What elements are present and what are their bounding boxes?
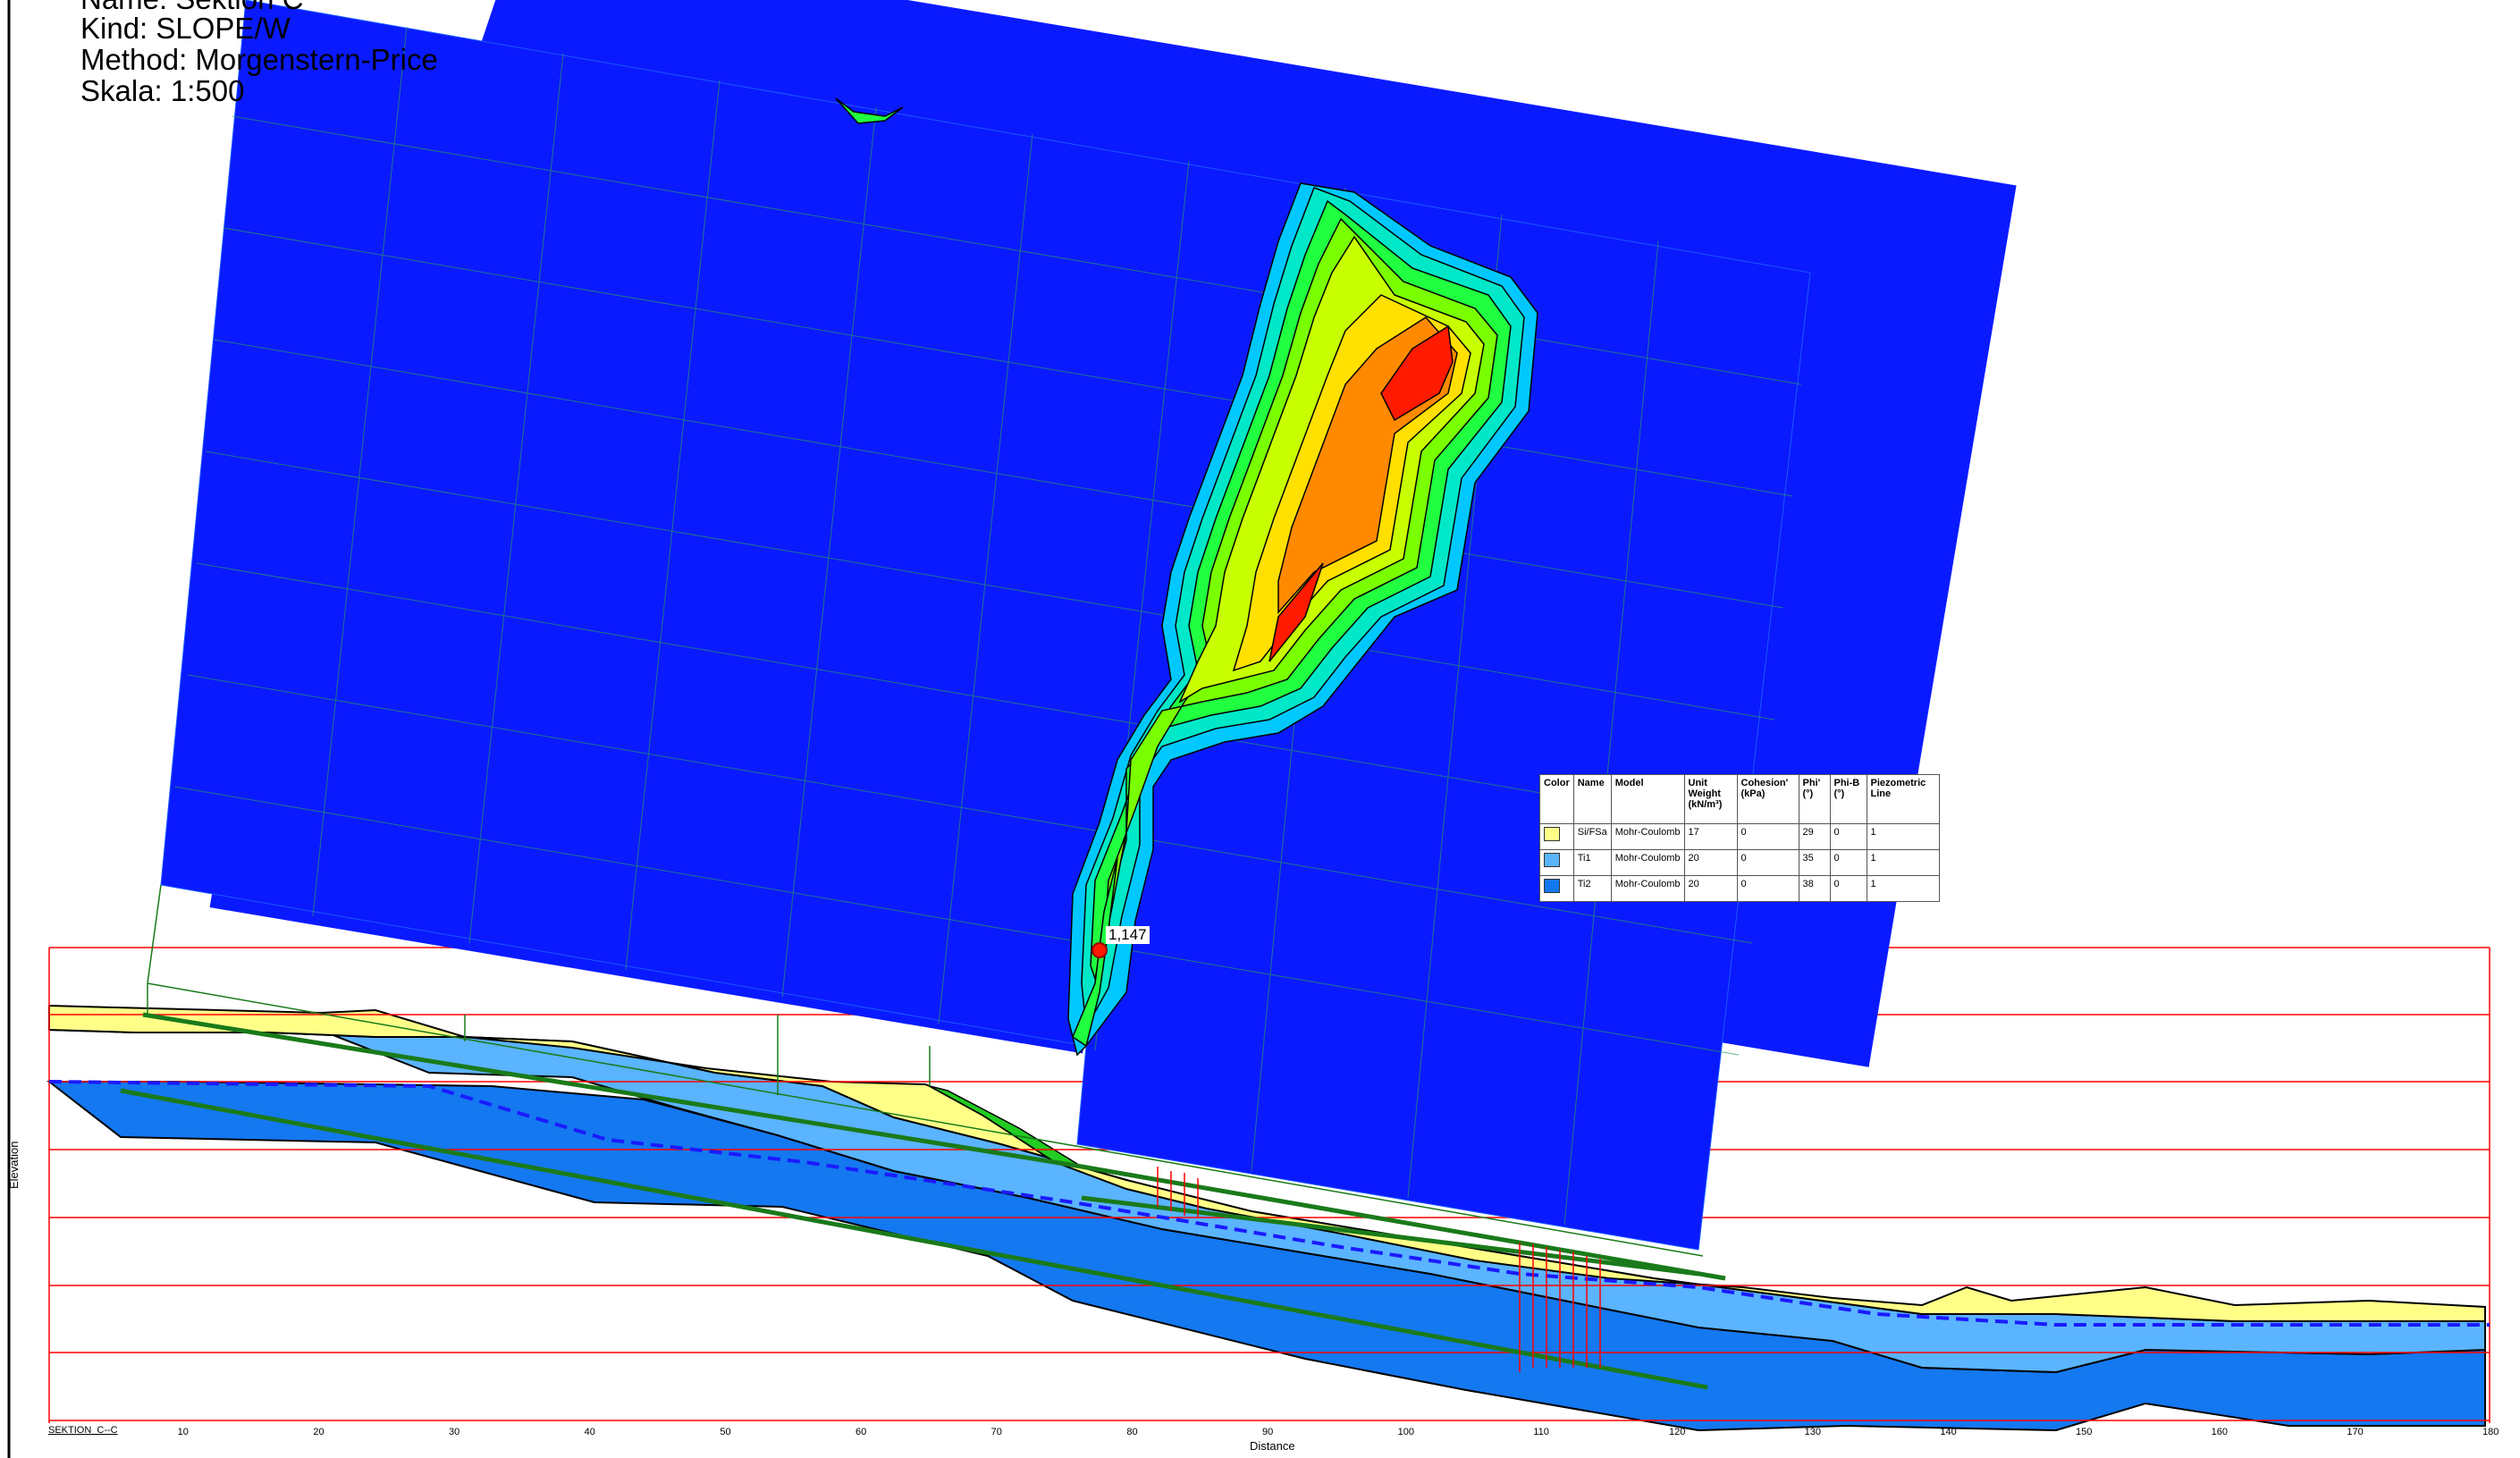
x-tick-label: 10: [177, 1427, 189, 1437]
legend-header-model: Model: [1610, 774, 1685, 824]
layer-si-fsa-upper: [48, 1004, 2486, 1322]
legend-cell-model: Mohr-Coulomb: [1610, 823, 1685, 850]
x-tick-label: 50: [720, 1427, 731, 1437]
legend-cell-phi: 38: [1798, 875, 1831, 902]
legend-header-name: Name: [1572, 774, 1612, 824]
fos-gridlines: [173, 26, 1802, 1226]
header-scale: Skala: 1:500: [80, 74, 245, 107]
critical-slip-center: [1091, 942, 1108, 958]
x-tick-label: 90: [1262, 1427, 1274, 1437]
legend-header-cohesion: Cohesion' (kPa): [1736, 774, 1799, 824]
factor-of-safety-label: 1,147: [1106, 926, 1150, 944]
legend-header-phi-b: Phi-B (°): [1829, 774, 1867, 824]
header-kind: Kind: SLOPE/W: [80, 12, 291, 45]
x-tick-label: 160: [2211, 1427, 2229, 1437]
legend-header-color: Color: [1539, 774, 1574, 824]
radius-lines: [147, 884, 1704, 1257]
material-legend: Color Name Model Unit Weight (kN/m³) Coh…: [1539, 774, 1940, 902]
legend-cell-phi-b: 0: [1829, 823, 1867, 850]
legend-cell-name: Ti1: [1572, 849, 1612, 876]
x-tick-label: 120: [1669, 1427, 1686, 1437]
legend-cell-name: Ti2: [1572, 875, 1612, 902]
legend-cell-piezo: 1: [1866, 849, 1940, 876]
legend-swatch-cell: [1539, 849, 1574, 876]
legend-cell-phi-b: 0: [1829, 875, 1867, 902]
legend-cell-cohesion: 0: [1736, 849, 1799, 876]
x-tick-label: 80: [1126, 1427, 1138, 1437]
x-tick-label: 100: [1397, 1427, 1415, 1437]
legend-header-unit-weight: Unit Weight (kN/m³): [1683, 774, 1738, 824]
legend-swatch: [1544, 827, 1560, 841]
legend-cell-phi: 35: [1798, 849, 1831, 876]
legend-cell-piezo: 1: [1866, 823, 1940, 850]
legend-swatch-cell: [1539, 875, 1574, 902]
legend-cell-unit-weight: 20: [1683, 849, 1738, 876]
legend-row: Ti2 Mohr-Coulomb 20 0 38 0 1: [1539, 875, 1940, 902]
x-tick-label: 70: [990, 1427, 1002, 1437]
legend-swatch-cell: [1539, 823, 1574, 850]
x-tick-label: 110: [1533, 1427, 1549, 1437]
x-tick-label: 60: [855, 1427, 867, 1437]
x-tick-label: 140: [1940, 1427, 1957, 1437]
legend-row: Si/FSa Mohr-Coulomb 17 0 29 0 1: [1539, 823, 1940, 850]
x-tick-label: 170: [2347, 1427, 2364, 1437]
legend-cell-piezo: 1: [1866, 875, 1940, 902]
slice-markers: [1157, 1167, 1601, 1372]
x-tick-label: 40: [584, 1427, 595, 1437]
x-tick-label: 150: [2076, 1427, 2093, 1437]
legend-cell-cohesion: 0: [1736, 875, 1799, 902]
fos-contours: [835, 97, 1538, 1057]
legend-swatch: [1544, 879, 1560, 893]
legend-header-piezo: Piezometric Line: [1866, 774, 1940, 824]
x-tick-label: 30: [449, 1427, 460, 1437]
legend-cell-cohesion: 0: [1736, 823, 1799, 850]
soil-layers: [46, 1004, 2486, 1432]
legend-cell-model: Mohr-Coulomb: [1610, 875, 1685, 902]
legend-cell-model: Mohr-Coulomb: [1610, 849, 1685, 876]
header-method: Method: Morgenstern-Price: [80, 43, 438, 76]
x-tick-label: 130: [1804, 1427, 1822, 1437]
legend-cell-name: Si/FSa: [1572, 823, 1612, 850]
legend-row: Ti1 Mohr-Coulomb 20 0 35 0 1: [1539, 849, 1940, 876]
piezometric-line: [48, 1080, 2490, 1327]
legend-swatch: [1544, 853, 1560, 867]
x-tick-label: 180: [2482, 1427, 2499, 1437]
legend-cell-phi-b: 0: [1829, 849, 1867, 876]
x-tick-label: 20: [313, 1427, 324, 1437]
legend-cell-unit-weight: 20: [1683, 875, 1738, 902]
x-axis-label: Distance: [1250, 1439, 1295, 1453]
section-label: SEKTION_C--C: [48, 1425, 118, 1436]
legend-cell-phi: 29: [1798, 823, 1831, 850]
legend-header-phi: Phi' (°): [1798, 774, 1831, 824]
header-name: Name: Sektion C: [80, 0, 303, 16]
legend-header-row: Color Name Model Unit Weight (kN/m³) Coh…: [1539, 774, 1940, 824]
y-axis-label: Elevation: [7, 1141, 21, 1189]
legend-cell-unit-weight: 17: [1683, 823, 1738, 850]
